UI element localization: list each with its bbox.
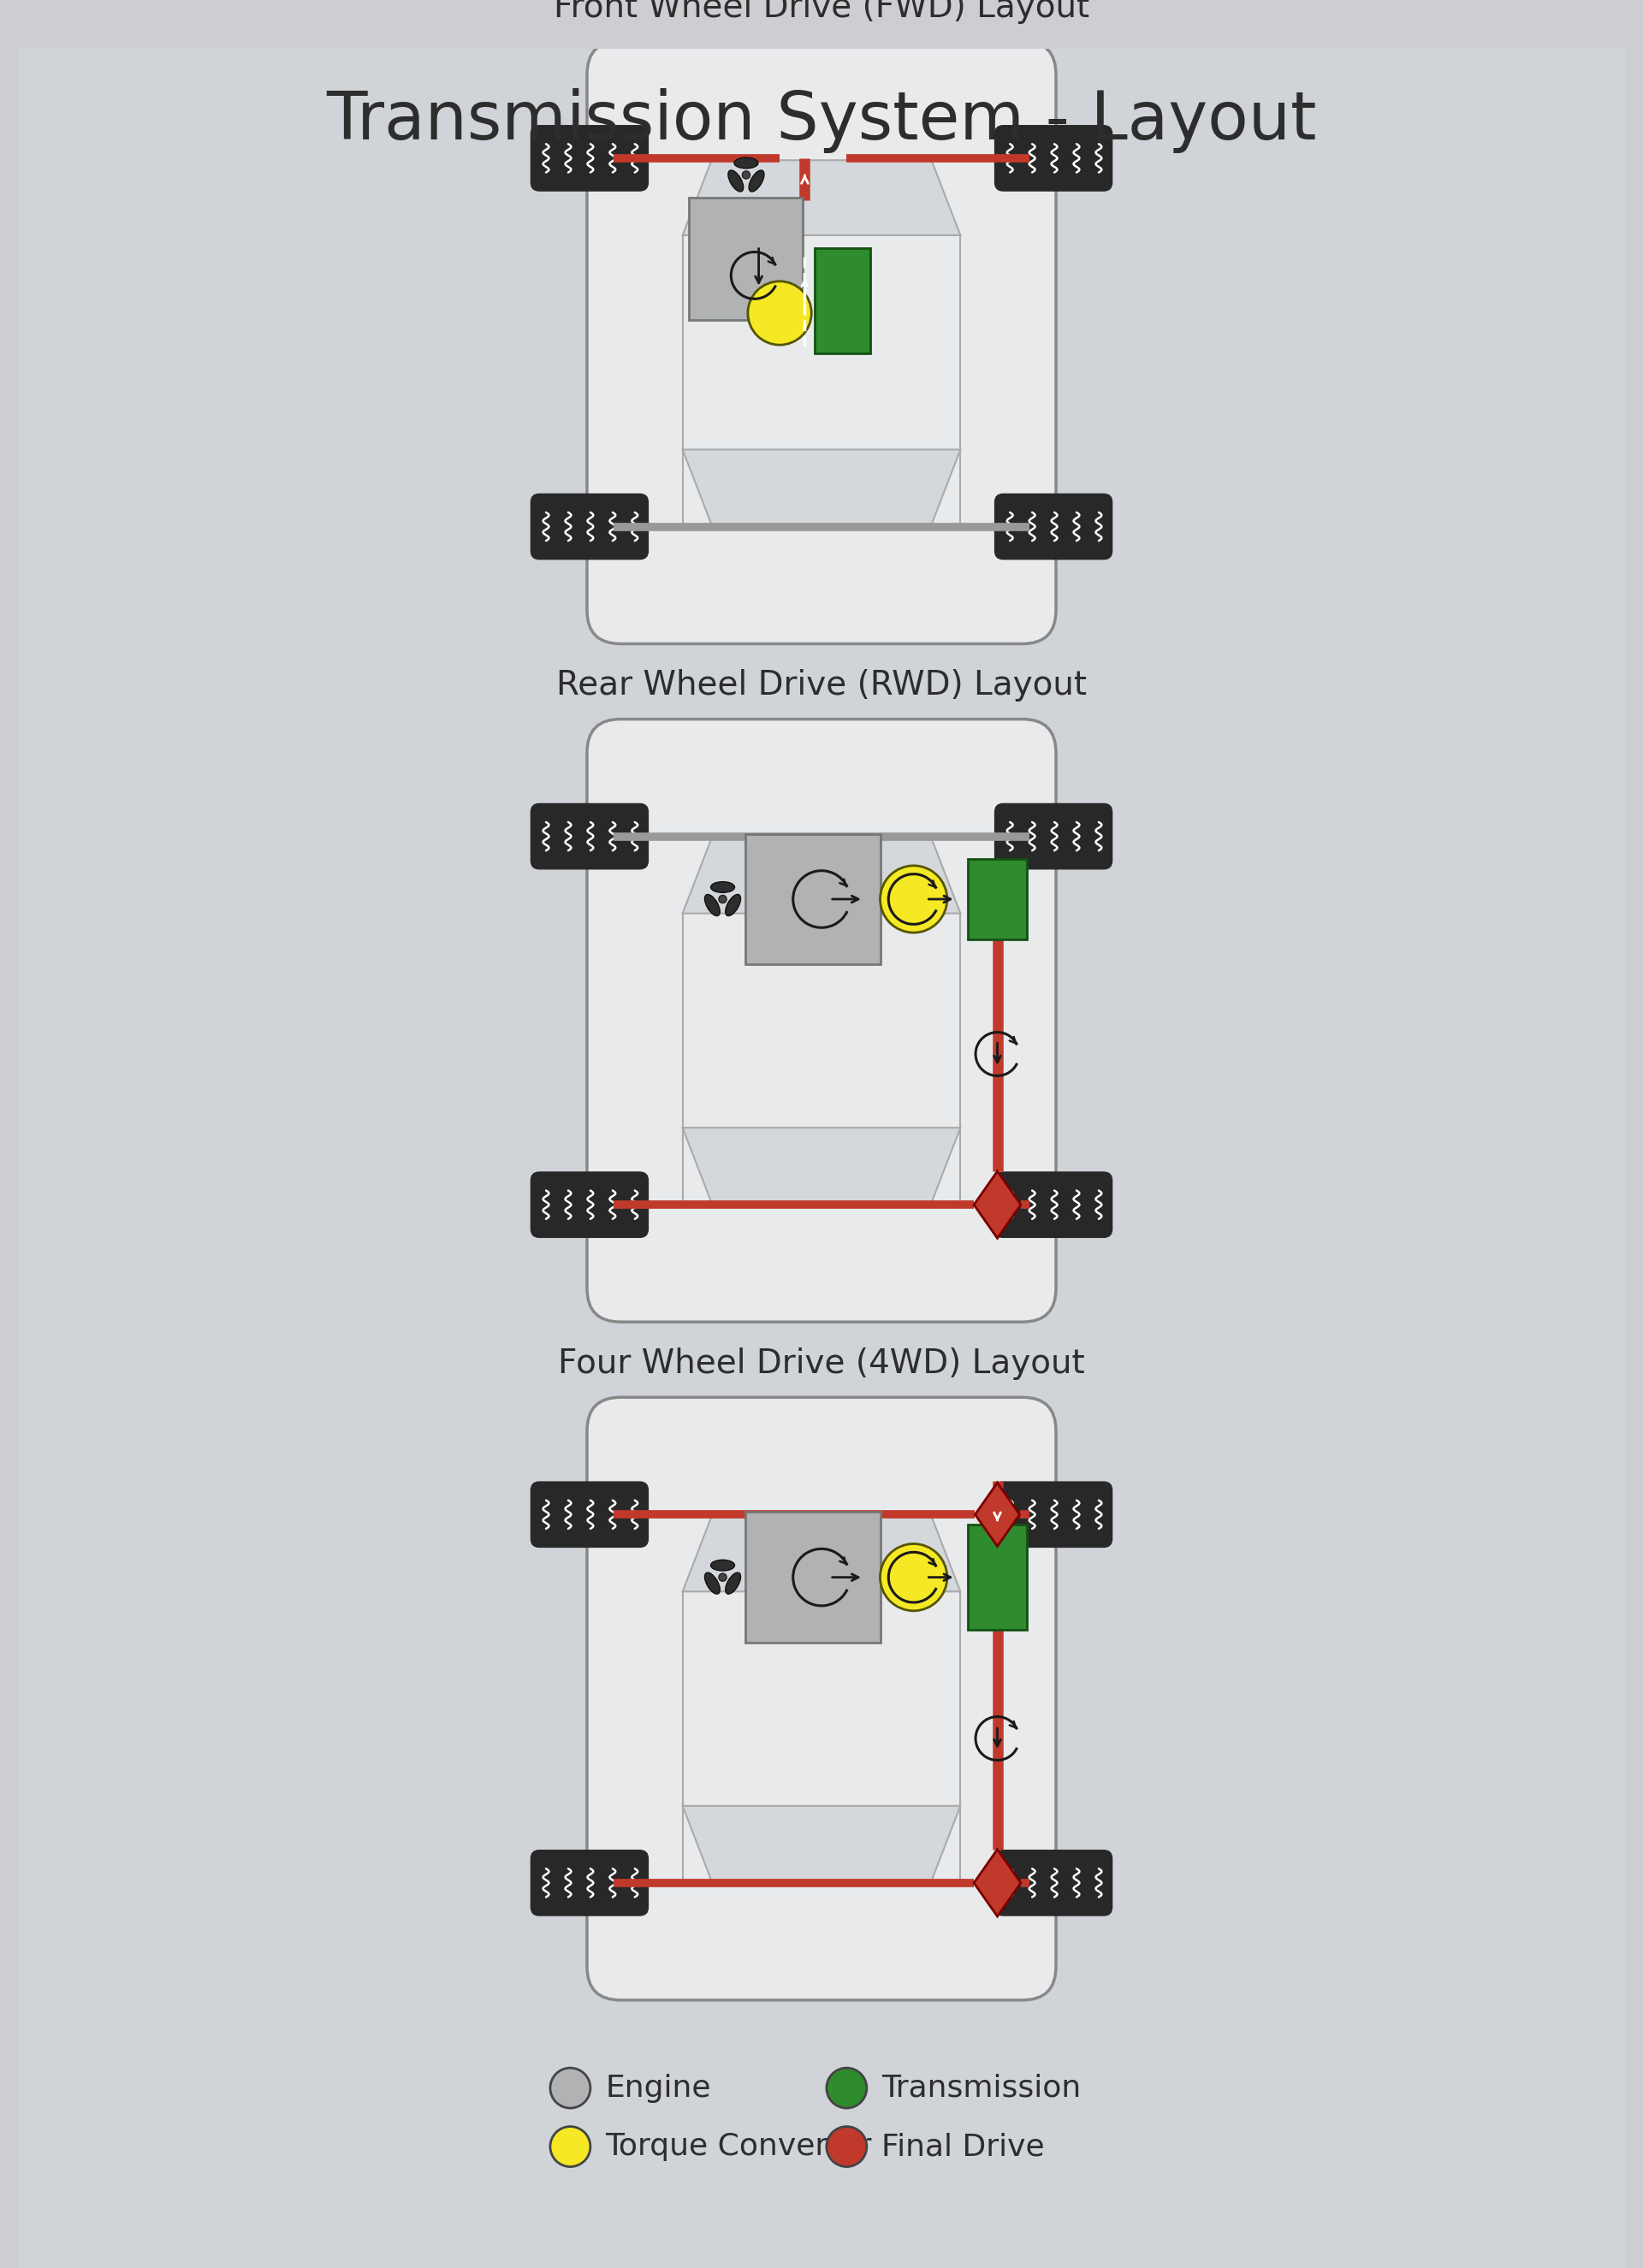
Polygon shape: [682, 1517, 961, 1592]
Ellipse shape: [726, 894, 741, 916]
FancyBboxPatch shape: [531, 125, 647, 191]
FancyBboxPatch shape: [815, 247, 871, 354]
Ellipse shape: [705, 894, 720, 916]
Circle shape: [826, 2068, 868, 2107]
Text: Torque Converter: Torque Converter: [606, 2132, 872, 2161]
Circle shape: [881, 1545, 946, 1610]
FancyBboxPatch shape: [996, 494, 1112, 560]
Polygon shape: [974, 1848, 1020, 1916]
Text: Rear Wheel Drive (RWD) Layout: Rear Wheel Drive (RWD) Layout: [557, 669, 1086, 701]
Text: Transmission: Transmission: [882, 2073, 1081, 2102]
FancyBboxPatch shape: [746, 1513, 881, 1642]
Circle shape: [718, 1574, 726, 1581]
FancyBboxPatch shape: [587, 719, 1056, 1322]
FancyBboxPatch shape: [968, 860, 1027, 939]
FancyBboxPatch shape: [688, 197, 803, 320]
Polygon shape: [682, 1805, 961, 1880]
FancyBboxPatch shape: [587, 41, 1056, 644]
FancyBboxPatch shape: [531, 803, 647, 869]
Text: Four Wheel Drive (4WD) Layout: Four Wheel Drive (4WD) Layout: [559, 1347, 1084, 1379]
FancyBboxPatch shape: [746, 835, 881, 964]
Polygon shape: [682, 161, 961, 236]
Circle shape: [881, 866, 946, 932]
Circle shape: [826, 2127, 868, 2166]
Polygon shape: [682, 449, 961, 524]
FancyBboxPatch shape: [996, 803, 1112, 869]
Text: Engine: Engine: [606, 2073, 711, 2102]
FancyBboxPatch shape: [996, 125, 1112, 191]
FancyBboxPatch shape: [531, 494, 647, 560]
Text: Front Wheel Drive (FWD) Layout: Front Wheel Drive (FWD) Layout: [554, 0, 1089, 23]
Ellipse shape: [734, 156, 757, 168]
Circle shape: [743, 170, 751, 179]
FancyBboxPatch shape: [968, 1524, 1027, 1631]
Ellipse shape: [728, 170, 743, 193]
FancyBboxPatch shape: [996, 1851, 1112, 1916]
Ellipse shape: [749, 170, 764, 193]
Circle shape: [748, 281, 812, 345]
FancyBboxPatch shape: [996, 1481, 1112, 1547]
Polygon shape: [974, 1483, 1020, 1547]
Ellipse shape: [726, 1572, 741, 1594]
Circle shape: [550, 2068, 590, 2107]
FancyBboxPatch shape: [531, 1173, 647, 1238]
Circle shape: [718, 896, 726, 903]
Ellipse shape: [711, 1560, 734, 1572]
Text: Final Drive: Final Drive: [882, 2132, 1045, 2161]
FancyBboxPatch shape: [996, 1173, 1112, 1238]
FancyBboxPatch shape: [587, 1397, 1056, 2000]
Polygon shape: [682, 839, 961, 914]
Polygon shape: [974, 1170, 1020, 1238]
FancyBboxPatch shape: [531, 1851, 647, 1916]
Ellipse shape: [705, 1572, 720, 1594]
Circle shape: [550, 2127, 590, 2166]
FancyBboxPatch shape: [531, 1481, 647, 1547]
Ellipse shape: [711, 882, 734, 894]
Polygon shape: [682, 1127, 961, 1202]
Text: Transmission System - Layout: Transmission System - Layout: [327, 88, 1316, 152]
